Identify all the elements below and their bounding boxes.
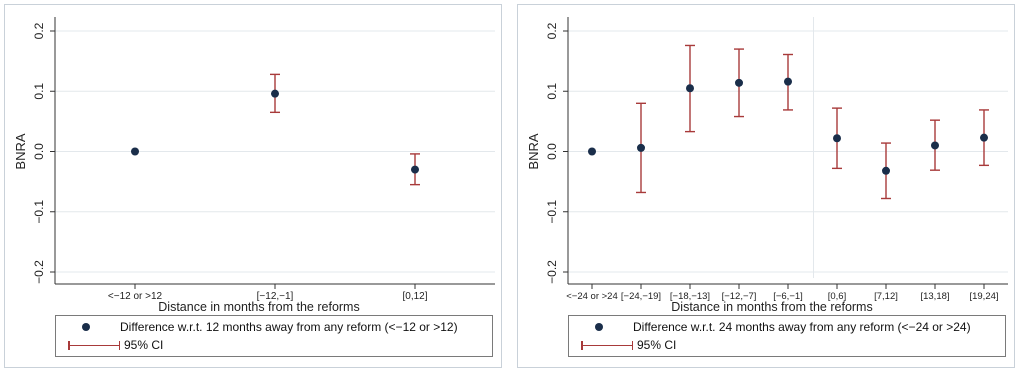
y-tick-label: 0.2 xyxy=(545,22,559,39)
legend-item-ci: 95% CI xyxy=(56,337,492,355)
x-tick-label: <−12 or >12 xyxy=(108,291,163,302)
data-point xyxy=(686,84,694,93)
legend-ci-marker xyxy=(581,341,633,350)
chart-left: −0.2 −0.1 0.0 0.1 0.2 BNRA <−12 or >12 [−12,−1]… xyxy=(13,17,495,314)
y-tick-label: −0.2 xyxy=(545,260,559,284)
legend-right: Difference w.r.t. 24 months away from an… xyxy=(568,315,1006,357)
legend-item-point: Difference w.r.t. 24 months away from an… xyxy=(569,319,1005,337)
x-tick-label: [19,24] xyxy=(969,291,998,302)
y-tick-label: 0.0 xyxy=(32,143,46,160)
data-point xyxy=(271,89,279,98)
x-tick-label: [0,12] xyxy=(402,291,427,302)
data-point xyxy=(980,133,988,142)
x-tick-label: <−24 or >24 xyxy=(566,291,618,302)
plot-area xyxy=(55,17,495,278)
y-axis-label: BNRA xyxy=(13,133,28,169)
y-tick-label: 0.1 xyxy=(545,83,559,100)
x-tick-label: [−12,−7] xyxy=(722,291,757,302)
data-point xyxy=(588,147,596,156)
data-point xyxy=(411,165,419,174)
y-tick-label: −0.1 xyxy=(32,200,46,224)
y-axis-label: BNRA xyxy=(526,133,541,169)
x-tick-label: [7,12] xyxy=(874,291,898,302)
x-tick-label: [13,18] xyxy=(920,291,949,302)
legend-ci-marker xyxy=(68,341,120,350)
data-point xyxy=(131,147,139,156)
data-point xyxy=(833,134,841,143)
data-point xyxy=(931,141,939,150)
data-point xyxy=(735,78,743,87)
x-axis-label: Distance in months from the reforms xyxy=(671,300,872,314)
chart-right: −0.2 −0.1 0.0 0.1 0.2 BNRA <−24 or >24 [−24,−19… xyxy=(526,17,1008,314)
y-tick-label: 0.2 xyxy=(32,22,46,39)
x-tick-label: [−6,−1] xyxy=(773,291,803,302)
legend-point-label: Difference w.r.t. 12 months away from an… xyxy=(120,320,458,334)
x-axis-label: Distance in months from the reforms xyxy=(158,300,359,314)
chart-panel-left: −0.2 −0.1 0.0 0.1 0.2 BNRA <−12 or >12 [−12,−1]… xyxy=(4,4,502,368)
legend-point-label: Difference w.r.t. 24 months away from an… xyxy=(633,320,971,334)
data-point xyxy=(784,77,792,86)
legend-point-marker xyxy=(82,323,90,331)
y-tick-label: 0.1 xyxy=(32,83,46,100)
chart-panel-right: −0.2 −0.1 0.0 0.1 0.2 BNRA <−24 or >24 [−24,−19… xyxy=(517,4,1015,368)
legend-left: Difference w.r.t. 12 months away from an… xyxy=(55,315,493,357)
y-tick-label: −0.1 xyxy=(545,200,559,224)
legend-point-marker xyxy=(595,323,603,331)
x-tick-label: [−24,−19] xyxy=(621,291,661,302)
x-tick-label: [0,6] xyxy=(828,291,847,302)
y-tick-label: −0.2 xyxy=(32,260,46,284)
legend-item-ci: 95% CI xyxy=(569,337,1005,355)
legend-ci-label: 95% CI xyxy=(637,338,677,352)
y-tick-label: 0.0 xyxy=(545,143,559,160)
x-tick-label: [−12,−1] xyxy=(257,291,294,302)
x-tick-label: [−18,−13] xyxy=(670,291,710,302)
data-point xyxy=(637,143,645,152)
data-point xyxy=(882,166,890,175)
legend-item-point: Difference w.r.t. 12 months away from an… xyxy=(56,319,492,337)
legend-ci-label: 95% CI xyxy=(124,338,164,352)
